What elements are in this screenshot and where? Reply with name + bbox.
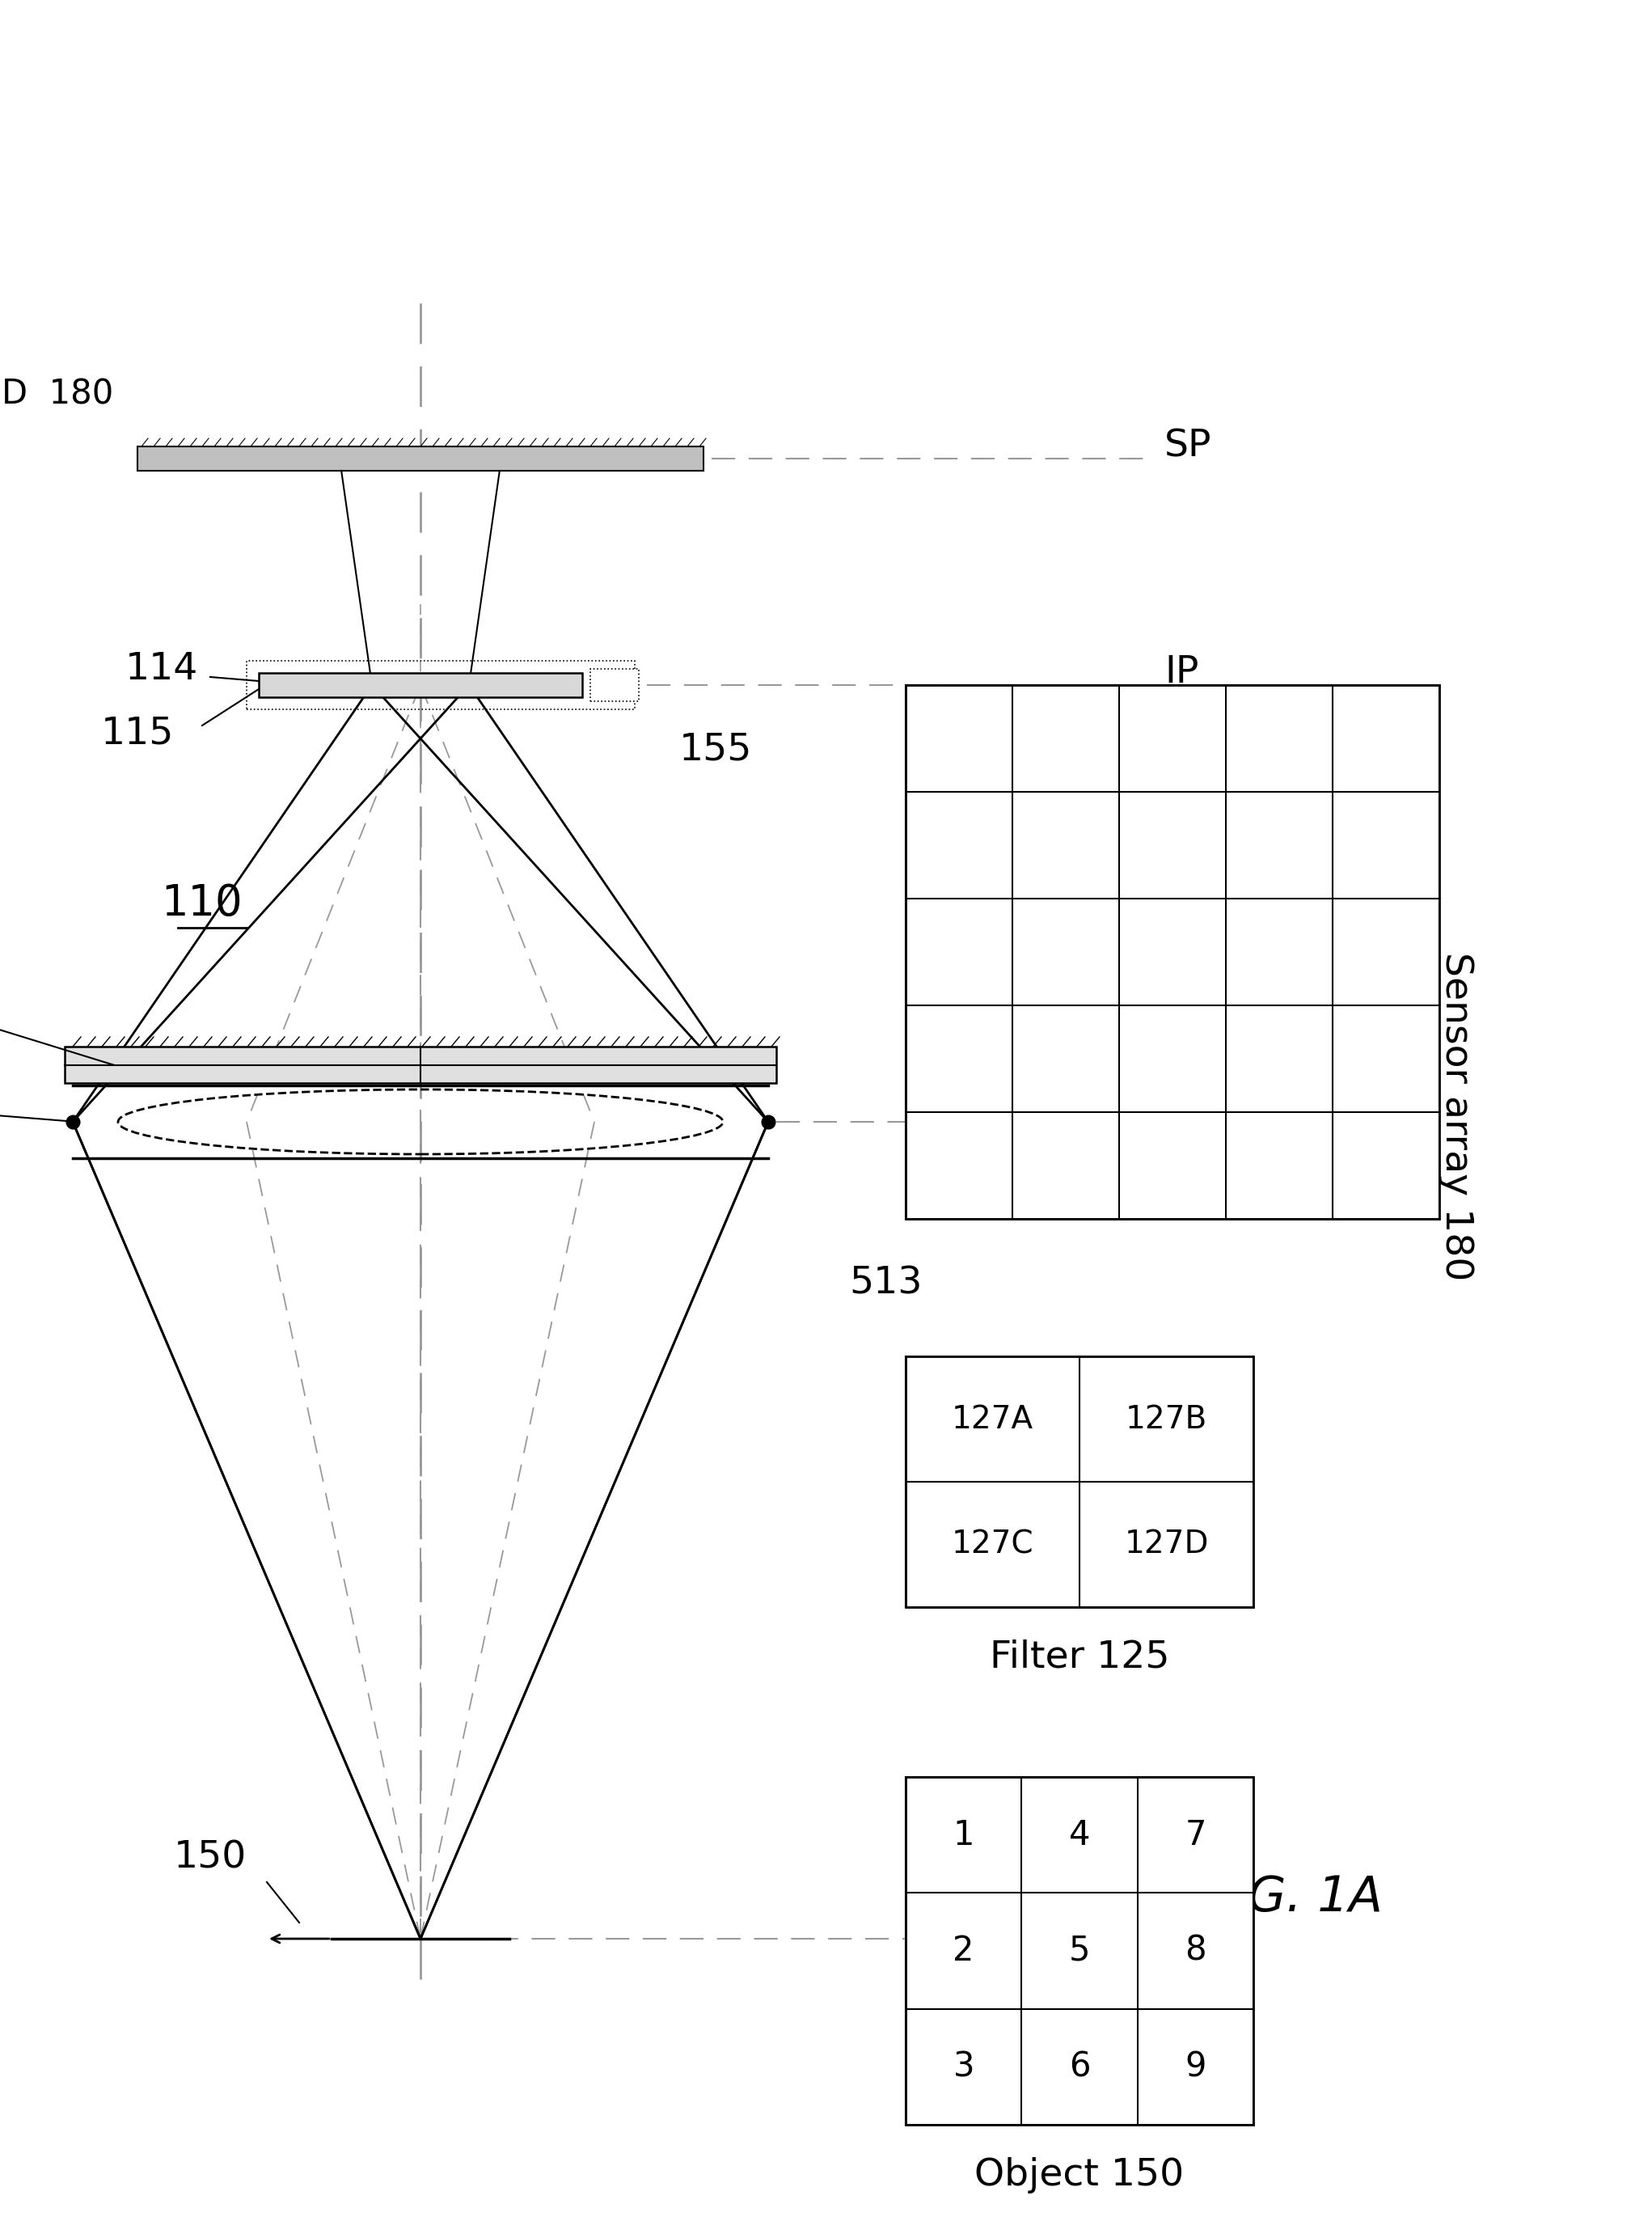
Bar bbox=[905, 1777, 1254, 2124]
Text: 170A-D  180: 170A-D 180 bbox=[0, 376, 114, 412]
Bar bbox=[64, 1047, 776, 1083]
Bar bbox=[246, 660, 634, 709]
Text: Sensor array 180: Sensor array 180 bbox=[1437, 951, 1474, 1280]
Text: 5: 5 bbox=[1069, 1934, 1090, 1967]
Bar bbox=[590, 669, 639, 700]
Text: Filter 125: Filter 125 bbox=[990, 1640, 1170, 1676]
Text: 155: 155 bbox=[679, 732, 752, 768]
Text: 114: 114 bbox=[126, 651, 198, 687]
Bar bbox=[259, 674, 582, 698]
Text: 8: 8 bbox=[1184, 1934, 1206, 1967]
Text: 127B: 127B bbox=[1125, 1403, 1208, 1435]
Text: 6: 6 bbox=[1069, 2050, 1090, 2084]
Text: IP: IP bbox=[1165, 656, 1199, 692]
Text: 4: 4 bbox=[1069, 1817, 1090, 1851]
Text: 110: 110 bbox=[162, 882, 243, 924]
Text: FIG. 1A: FIG. 1A bbox=[1204, 1875, 1383, 1922]
Text: 150: 150 bbox=[173, 1840, 246, 1875]
Text: O: O bbox=[1165, 1909, 1194, 1945]
Text: 513: 513 bbox=[849, 1264, 922, 1303]
Text: 127D: 127D bbox=[1125, 1529, 1209, 1560]
Bar bbox=[137, 445, 704, 470]
Text: 2: 2 bbox=[953, 1934, 975, 1967]
Text: 127A: 127A bbox=[952, 1403, 1034, 1435]
Text: SP: SP bbox=[1165, 427, 1211, 466]
Text: 3: 3 bbox=[953, 2050, 975, 2084]
Bar bbox=[905, 685, 1439, 1220]
Text: 7: 7 bbox=[1184, 1817, 1206, 1851]
Text: 1: 1 bbox=[953, 1817, 975, 1851]
Text: 127C: 127C bbox=[952, 1529, 1034, 1560]
Text: 115: 115 bbox=[101, 716, 173, 752]
Bar bbox=[905, 1356, 1254, 1607]
Text: Object 150: Object 150 bbox=[975, 2157, 1184, 2193]
Text: 9: 9 bbox=[1184, 2050, 1206, 2084]
Text: SP': SP' bbox=[1165, 1092, 1222, 1128]
